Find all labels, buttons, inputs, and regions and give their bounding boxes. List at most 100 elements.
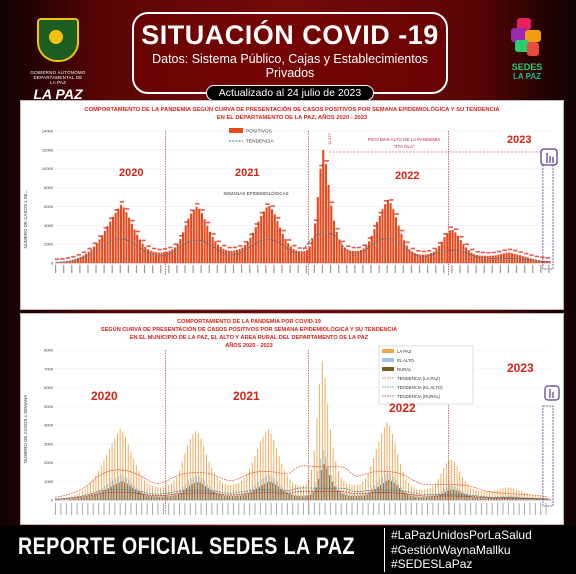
chart2-bar xyxy=(88,495,90,500)
chart1-data-label xyxy=(103,226,108,229)
gobernacion-logo: GOBIERNO AUTÓNOMO DEPARTAMENTAL DE LA PA… xyxy=(22,18,94,102)
chart2-xtick xyxy=(184,503,186,515)
chart1-bar xyxy=(408,249,411,263)
chart2-xtick xyxy=(276,503,278,515)
chart2-bar xyxy=(522,496,524,500)
chart2-bar xyxy=(243,477,245,500)
chart2-bar xyxy=(458,491,460,500)
chart2-bar xyxy=(390,473,392,500)
chart1-bar xyxy=(173,247,177,263)
municipal-chart: COMPORTAMIENTO DE LA PANDEMIA POR COVID-… xyxy=(22,319,560,515)
chart2-bar xyxy=(405,478,407,500)
chart2-bar xyxy=(284,470,286,500)
chart2-bar xyxy=(267,482,268,500)
chart2-bar xyxy=(268,475,270,500)
chart1-bar xyxy=(394,217,398,263)
chart2-bar xyxy=(403,490,405,500)
chart2-xtick xyxy=(480,503,482,515)
legend-rural-swatch xyxy=(382,367,394,371)
chart2-xtick xyxy=(335,503,337,515)
chart2-bar xyxy=(353,496,355,500)
chart1-data-label xyxy=(87,247,92,250)
chart2-bar xyxy=(493,497,495,500)
chart1-xtick xyxy=(321,265,324,273)
chart1-data-label xyxy=(400,229,405,232)
chart2-xtick xyxy=(173,503,175,515)
chart2-bar xyxy=(207,488,209,500)
chart1-xtick xyxy=(475,265,477,273)
chart1-bar xyxy=(486,255,489,263)
chart2-bar xyxy=(370,466,372,500)
chart1-year-2020: 2020 xyxy=(119,167,143,179)
chart2-bar xyxy=(550,499,551,500)
chart2-bar xyxy=(377,486,379,500)
chart2-bar xyxy=(129,485,131,500)
chart2-ytick: 1000 xyxy=(44,479,54,484)
chart2-bar xyxy=(240,495,241,500)
chart1-bar xyxy=(370,235,373,263)
chart2-bar xyxy=(97,493,99,500)
chart2-year-2022: 2022 xyxy=(389,401,416,415)
chart1-bar xyxy=(133,229,136,263)
chart1-bar xyxy=(238,249,241,263)
chart2-bar xyxy=(529,494,531,500)
chart2-bar xyxy=(111,443,113,500)
chart2-bar xyxy=(528,498,530,500)
chart2-bar xyxy=(224,483,226,500)
chart2-xtick xyxy=(448,503,450,515)
chart2-bar xyxy=(320,458,321,500)
chart2-bar xyxy=(360,494,362,500)
chart2-xtick xyxy=(432,503,434,515)
chart1-xtick xyxy=(168,265,170,273)
chart2-bar xyxy=(438,492,440,500)
legend-trend-rural: TENDENCIA (RURAL) xyxy=(397,394,441,399)
chart2-bar xyxy=(98,470,100,500)
chart2-subtitle-2: EN EL MUNICIPIO DE LA PAZ, EL ALTO Y ÁRE… xyxy=(130,334,369,341)
chart2-pointer-icon xyxy=(544,385,560,401)
chart2-xtick xyxy=(383,503,385,515)
chart1-data-label xyxy=(81,251,87,254)
chart2-bar xyxy=(252,486,254,500)
chart2-bar xyxy=(452,485,454,500)
chart2-bar xyxy=(288,493,290,500)
chart1-data-label xyxy=(297,247,302,249)
chart1-xtick xyxy=(160,265,162,273)
chart2-bar xyxy=(179,470,180,500)
chart2-bar xyxy=(162,486,164,500)
chart2-bar xyxy=(295,494,297,500)
chart1-bar xyxy=(292,248,295,263)
legend-lapaz: LA PAZ xyxy=(397,349,412,354)
chart2-bar xyxy=(271,476,273,500)
chart1-data-label xyxy=(545,257,550,259)
chart1-data-label xyxy=(108,217,114,220)
chart1-ytick: 10000 xyxy=(42,166,54,171)
chart2-bar xyxy=(418,497,419,500)
chart2-ytick: 6000 xyxy=(44,385,54,390)
chart2-xtick xyxy=(157,503,159,515)
chart2-bar xyxy=(489,496,491,500)
chart2-bar xyxy=(299,496,301,500)
chart1-year-2022: 2022 xyxy=(395,170,419,182)
chart2-xtick xyxy=(249,503,251,515)
chart1-bar xyxy=(443,237,446,263)
chart2-bar xyxy=(473,496,475,500)
chart2-xtick xyxy=(416,503,418,515)
chart2-bar xyxy=(464,480,466,500)
chart2-bar xyxy=(317,471,319,500)
chart1-ylabel: NÚMERO DE CASOS x SE... xyxy=(22,189,28,248)
chart2-bar xyxy=(105,489,107,500)
chart2-bar xyxy=(382,476,383,500)
chart2-bar xyxy=(158,495,160,500)
chart2-bar xyxy=(526,493,528,500)
chart2-bar xyxy=(344,493,346,500)
chart2-xtick xyxy=(427,503,428,515)
chart2-trend-line xyxy=(54,490,549,500)
chart1-bar xyxy=(270,209,274,263)
chart1-bar xyxy=(365,245,368,263)
page-subtitle: Datos: Sistema Público, Cajas y Establec… xyxy=(152,52,428,80)
footer-hashtags: #LaPazUnidosPorLaSalud #GestiónWaynaMall… xyxy=(384,528,532,572)
chart1-bar xyxy=(84,253,88,263)
chart2-bar xyxy=(326,468,328,500)
chart1-data-label xyxy=(394,213,399,215)
chart2-bar xyxy=(382,482,384,500)
